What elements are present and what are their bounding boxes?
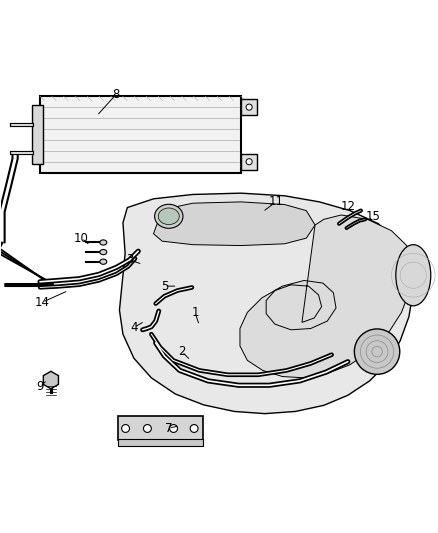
Text: 5: 5 bbox=[161, 280, 168, 293]
Polygon shape bbox=[43, 372, 58, 389]
Text: 8: 8 bbox=[113, 87, 120, 101]
Circle shape bbox=[190, 425, 198, 432]
Text: 7: 7 bbox=[165, 422, 173, 434]
Circle shape bbox=[354, 329, 400, 374]
Ellipse shape bbox=[100, 240, 107, 245]
Ellipse shape bbox=[155, 204, 183, 228]
Circle shape bbox=[246, 104, 252, 110]
Polygon shape bbox=[120, 193, 413, 414]
Polygon shape bbox=[153, 202, 315, 246]
Text: 4: 4 bbox=[130, 321, 138, 334]
Bar bbox=[241, 154, 258, 169]
Text: 14: 14 bbox=[35, 296, 49, 309]
Circle shape bbox=[122, 425, 130, 432]
Bar bbox=[118, 439, 203, 446]
Text: 1: 1 bbox=[191, 306, 199, 319]
Polygon shape bbox=[240, 215, 413, 378]
Ellipse shape bbox=[396, 245, 431, 306]
Circle shape bbox=[170, 425, 177, 432]
Ellipse shape bbox=[158, 208, 179, 224]
Text: 3: 3 bbox=[126, 254, 133, 266]
Text: 9: 9 bbox=[36, 380, 44, 393]
Ellipse shape bbox=[100, 259, 107, 264]
Text: 15: 15 bbox=[365, 210, 380, 223]
Bar bbox=[118, 416, 203, 440]
Bar bbox=[40, 96, 241, 173]
Text: 11: 11 bbox=[268, 196, 283, 208]
Bar bbox=[241, 99, 258, 115]
Circle shape bbox=[246, 159, 252, 165]
Bar bbox=[32, 105, 43, 164]
Text: 12: 12 bbox=[340, 200, 355, 213]
Text: 2: 2 bbox=[178, 345, 186, 358]
Ellipse shape bbox=[100, 249, 107, 255]
Circle shape bbox=[144, 425, 151, 432]
Text: 10: 10 bbox=[74, 232, 89, 245]
